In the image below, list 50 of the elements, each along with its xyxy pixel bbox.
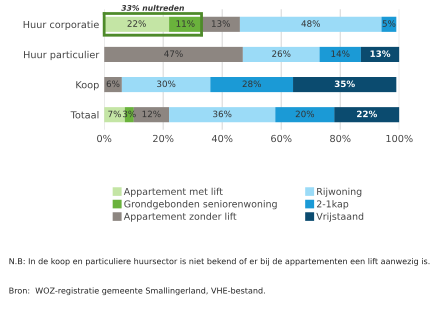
bar bbox=[240, 16, 382, 32]
x-tick-label: 0% bbox=[97, 134, 112, 142]
data-label: 48% bbox=[301, 20, 320, 27]
x-tick-label: 40% bbox=[212, 134, 232, 142]
data-label: 20% bbox=[296, 110, 314, 118]
x-tick-label: 20% bbox=[153, 134, 174, 142]
y-tick-label: Huur corporatie bbox=[24, 20, 99, 30]
bar bbox=[210, 77, 294, 92]
bar bbox=[122, 77, 210, 92]
legend-label: 2-1kap bbox=[316, 200, 348, 210]
data-label: 5% bbox=[382, 20, 396, 27]
data-label: 36% bbox=[213, 110, 232, 118]
bar bbox=[104, 107, 125, 122]
data-label: 12% bbox=[142, 110, 161, 118]
bar bbox=[320, 46, 361, 62]
legend-label: Vrijstaand bbox=[316, 212, 364, 222]
data-label: 47% bbox=[164, 50, 183, 57]
bar bbox=[104, 16, 170, 32]
legend-label: Appartement met lift bbox=[124, 188, 223, 197]
data-label: 28% bbox=[242, 80, 261, 88]
data-label: 13% bbox=[370, 50, 390, 57]
bar bbox=[382, 16, 396, 32]
x-tick-label: 100% bbox=[386, 134, 413, 142]
bar bbox=[293, 77, 396, 92]
y-tick-label: Totaal bbox=[70, 111, 98, 119]
bar bbox=[242, 46, 320, 62]
legend-label: Grondgebonden seniorenwoning bbox=[124, 200, 277, 210]
data-label: 13% bbox=[212, 20, 230, 27]
legend-label: Appartement zonder lift bbox=[124, 212, 236, 222]
y-tick-label: Huur particulier bbox=[24, 50, 100, 60]
bar bbox=[169, 107, 276, 122]
y-tick-label: Koop bbox=[76, 81, 99, 90]
data-label: 22% bbox=[128, 20, 146, 27]
x-tick-label: 80% bbox=[330, 134, 351, 142]
bar bbox=[202, 16, 240, 32]
data-label: 14% bbox=[331, 50, 350, 57]
text: Bron: WOZ-registratie gemeente Smallingerland, VHE-bestand. bbox=[9, 287, 265, 296]
text: N.B: In de koop en particuliere huursector is niet bekend of er bij de appartementen een lift aanwezig is. bbox=[9, 258, 430, 266]
legend-label: Rijwoning bbox=[317, 188, 362, 197]
x-tick-label: 60% bbox=[271, 134, 292, 142]
data-label: 6% bbox=[106, 80, 120, 88]
bar bbox=[275, 107, 334, 122]
data-label: 35% bbox=[334, 80, 355, 88]
data-label: 22% bbox=[357, 110, 378, 118]
data-label: 30% bbox=[157, 80, 176, 88]
data-label: 26% bbox=[272, 50, 290, 57]
data-label: 11% bbox=[176, 20, 195, 27]
data-label: 7% bbox=[108, 110, 121, 118]
bar bbox=[334, 107, 400, 122]
bar bbox=[104, 46, 243, 62]
